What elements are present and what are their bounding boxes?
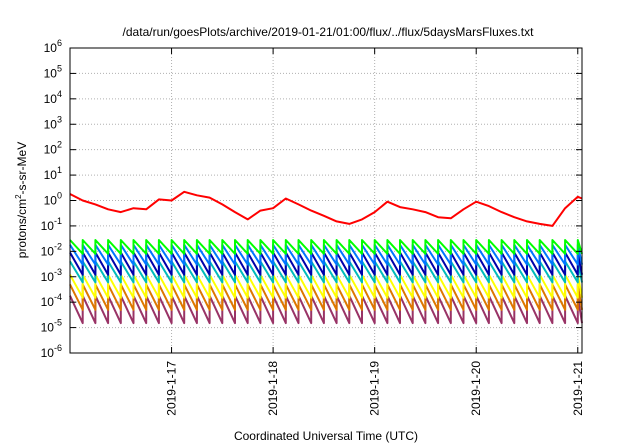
x-axis: 2019-1-17 2019-1-18 2019-1-19 2019-1-20 2019… bbox=[165, 48, 585, 416]
y-tick-label: 10-5 bbox=[41, 318, 62, 335]
y-tick-label: 101 bbox=[44, 165, 62, 182]
series-line-5 bbox=[69, 273, 583, 299]
y-tick-label: 104 bbox=[44, 89, 62, 106]
x-tick-label: 2019-1-17 bbox=[165, 361, 179, 416]
chart-title: /data/run/goesPlots/archive/2019-01-21/0… bbox=[123, 25, 535, 39]
y-tick-label: 10-4 bbox=[41, 292, 62, 309]
y-tick-label: 103 bbox=[44, 114, 62, 131]
series-line-0 bbox=[69, 190, 583, 227]
x-tick-label: 2019-1-19 bbox=[368, 361, 382, 416]
x-axis-label: Coordinated Universal Time (UTC) bbox=[234, 429, 418, 443]
y-tick-label: 105 bbox=[44, 63, 62, 80]
x-tick-label: 2019-1-20 bbox=[469, 361, 483, 416]
x-tick-label: 2019-1-18 bbox=[266, 361, 280, 416]
y-tick-label: 10-1 bbox=[41, 216, 62, 233]
y-axis: 10-6 10-5 10-4 10-3 10-2 10-1 100 101 102 103 104 1… bbox=[41, 38, 582, 360]
y-tick-label: 100 bbox=[44, 191, 62, 208]
x-tick-label: 2019-1-21 bbox=[571, 361, 585, 416]
y-tick-label: 102 bbox=[44, 140, 62, 157]
y-axis-label: protons/cm2-s-sr-MeV bbox=[14, 142, 29, 258]
y-tick-label: 10-3 bbox=[41, 267, 62, 284]
y-tick-label: 106 bbox=[44, 38, 62, 55]
series-line-1 bbox=[69, 239, 583, 255]
data-series bbox=[69, 190, 583, 325]
y-tick-label: 10-6 bbox=[41, 343, 62, 360]
y-tick-label: 10-2 bbox=[41, 241, 62, 258]
